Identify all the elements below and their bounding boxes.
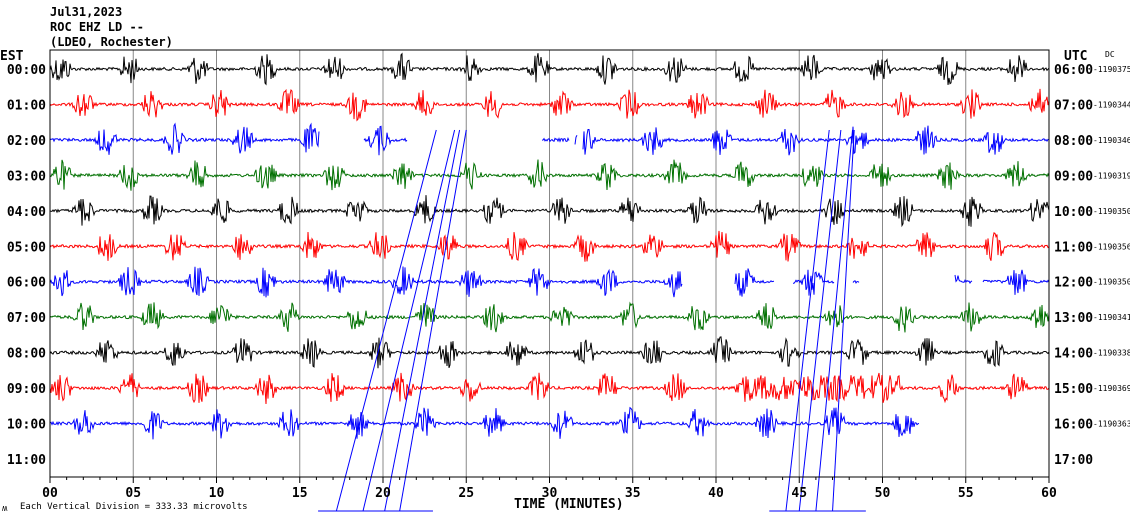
utc-row-label: 11:00 (1054, 240, 1093, 255)
utc-row-label: 06:00 (1054, 63, 1093, 78)
glitch-sweep-line (384, 129, 461, 512)
est-row-label: 00:00 (7, 63, 46, 78)
utc-row-label: 15:00 (1054, 382, 1093, 397)
station-label: ROC EHZ LD -- (50, 20, 144, 34)
est-row-label: 07:00 (7, 311, 46, 326)
glitch-sweep-line (335, 129, 437, 512)
trace-0100 (49, 88, 1050, 122)
dc-offset-label: -1190341 (1093, 313, 1130, 322)
dc-offset-label: -1190344 (1093, 100, 1130, 109)
x-tick-label: 60 (1041, 486, 1057, 501)
x-tick-label: 35 (625, 486, 641, 501)
glitch-sweep-line (798, 129, 842, 512)
date-label: Jul31,2023 (50, 5, 122, 19)
utc-row-label: 16:00 (1054, 418, 1093, 433)
glitch-sweep-line (832, 129, 855, 512)
trace-0300 (49, 159, 1050, 191)
glitch-sweep-line (362, 129, 456, 512)
dc-offset-label: -1190338 (1093, 349, 1130, 358)
x-tick-label: 30 (542, 486, 558, 501)
x-tick-label: 55 (958, 486, 974, 501)
est-row-label: 11:00 (7, 453, 46, 468)
trace-0600 (49, 266, 1050, 298)
grid-lines (132, 50, 967, 477)
utc-label: UTC (1064, 49, 1087, 64)
dc-offset-label: -1190375 (1093, 65, 1130, 74)
corner-mark: ʍ (2, 504, 8, 514)
scale-note: Each Vertical Division = 333.33 microvol… (20, 502, 248, 512)
x-tick-label: 05 (125, 486, 141, 501)
x-axis: 00 05 10 15 20 25 30 35 40 45 50 55 60 (42, 477, 1057, 501)
dc-offset-label: -1190356 (1093, 242, 1130, 251)
est-row-label: 06:00 (7, 276, 46, 291)
traces (49, 52, 1050, 512)
x-tick-label: 00 (42, 486, 58, 501)
est-row-label: 04:00 (7, 205, 46, 220)
trace-0000 (49, 52, 1050, 86)
trace-0800 (49, 336, 1050, 369)
plot-frame (49, 49, 1050, 478)
x-axis-label: TIME (MINUTES) (514, 497, 624, 512)
est-row-label: 08:00 (7, 347, 46, 362)
x-tick-label: 25 (458, 486, 474, 501)
x-tick-label: 50 (875, 486, 891, 501)
est-row-label: 03:00 (7, 169, 46, 184)
dc-offset-label: -1190350 (1093, 278, 1130, 287)
est-row-label: 01:00 (7, 98, 46, 113)
utc-row-label: 10:00 (1054, 205, 1093, 220)
x-tick-label: 10 (209, 486, 225, 501)
dc-offset-label: -1190369 (1093, 384, 1130, 393)
utc-row-label: 17:00 (1054, 453, 1093, 468)
trace-0900 (49, 372, 1050, 405)
est-row-label: 05:00 (7, 240, 46, 255)
x-tick-label: 40 (708, 486, 724, 501)
glitch-sweep-line (815, 129, 854, 512)
est-row-label: 09:00 (7, 382, 46, 397)
trace-0200 (49, 122, 1050, 156)
utc-row-label: 08:00 (1054, 134, 1093, 149)
glitch-sweep-line (399, 129, 467, 512)
dc-offset-label: -1190363 (1093, 420, 1130, 429)
utc-row-label: 09:00 (1054, 169, 1093, 184)
trace-0700 (49, 301, 1050, 333)
dc-offset-label: -1190346 (1093, 136, 1130, 145)
utc-row-label: 14:00 (1054, 347, 1093, 362)
est-row-label: 10:00 (7, 418, 46, 433)
est-row-label: 02:00 (7, 134, 46, 149)
dc-offset-label: -1190350 (1093, 207, 1130, 216)
x-tick-label: 15 (292, 486, 308, 501)
utc-row-label: 13:00 (1054, 311, 1093, 326)
trace-0400 (49, 195, 1050, 228)
glitch-sweep-line (785, 129, 830, 512)
trace-1000 (49, 406, 920, 440)
dc-label: DC (1105, 50, 1115, 59)
est-label: EST (0, 49, 24, 64)
dc-offset-label: -1190319 (1093, 171, 1130, 180)
x-tick-label: 20 (375, 486, 391, 501)
trace-0500 (49, 230, 1050, 262)
network-label: (LDEO, Rochester) (50, 35, 173, 49)
x-tick-label: 45 (791, 486, 807, 501)
utc-row-label: 07:00 (1054, 98, 1093, 113)
utc-row-label: 12:00 (1054, 276, 1093, 291)
